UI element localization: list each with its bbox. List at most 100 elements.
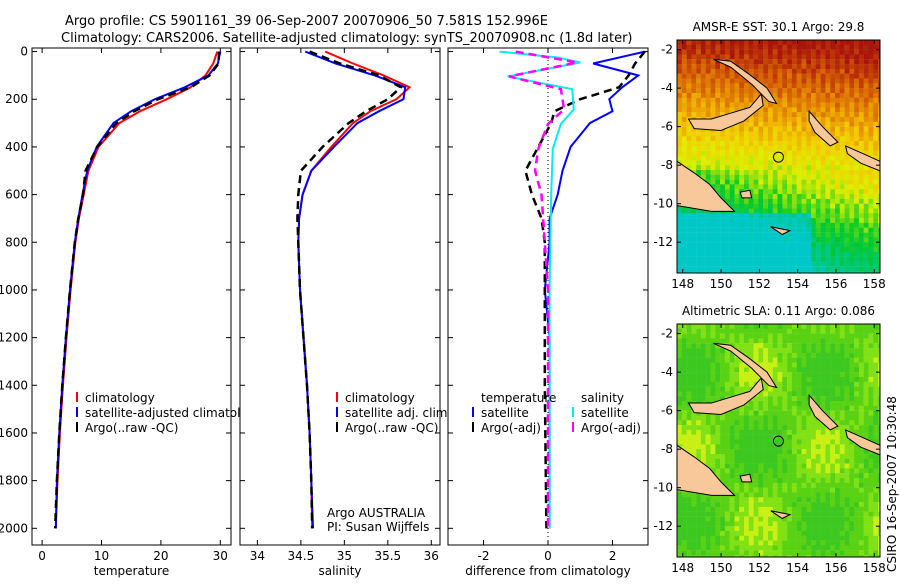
map-cell xyxy=(696,213,702,219)
map-cell xyxy=(791,194,797,199)
map-cell xyxy=(724,141,730,147)
map-cell xyxy=(811,352,817,358)
map-cell xyxy=(815,112,821,118)
map-cell xyxy=(720,49,726,55)
map-cell xyxy=(849,545,855,551)
map-cell xyxy=(758,208,764,214)
map-cell xyxy=(758,439,764,445)
map-cell xyxy=(873,179,879,185)
map-cell xyxy=(758,516,764,522)
map-cell xyxy=(715,444,721,450)
map-cell xyxy=(748,434,754,440)
map-cell xyxy=(787,68,793,74)
map-cell xyxy=(844,425,850,431)
map-cell xyxy=(820,357,826,363)
map-cell xyxy=(782,208,788,214)
map-cell xyxy=(820,487,826,493)
map-cell xyxy=(734,78,740,84)
map-cell xyxy=(820,328,826,334)
map-cell xyxy=(748,213,754,219)
map-cell xyxy=(753,478,759,483)
map-cell xyxy=(696,141,702,147)
map-cell xyxy=(744,131,749,137)
map-cell xyxy=(777,348,783,354)
map-cell xyxy=(677,372,682,378)
map-cell xyxy=(748,266,754,272)
map-cell xyxy=(724,410,730,416)
map-cell xyxy=(720,516,726,522)
map-cell xyxy=(815,343,821,349)
map-cell xyxy=(849,256,855,262)
map-cell xyxy=(753,439,759,445)
map-cell xyxy=(815,266,821,272)
map-cell xyxy=(705,93,711,98)
map-cell xyxy=(724,420,730,426)
y-tick-label: 600 xyxy=(5,188,28,202)
map-cell xyxy=(791,550,797,556)
map-cell xyxy=(710,160,716,166)
map-cell xyxy=(811,377,817,382)
map-cell xyxy=(729,328,735,334)
map-cell xyxy=(758,232,764,238)
map-cell xyxy=(796,232,802,238)
map-cell xyxy=(739,454,745,459)
map-cell xyxy=(806,348,812,354)
map-cell xyxy=(830,386,836,392)
map-cell xyxy=(830,555,836,557)
map-cell xyxy=(748,377,754,382)
map-cell xyxy=(791,170,797,175)
map-cell xyxy=(858,184,864,190)
panel-temperature: 0 10 20 30020040060080010001200140016001800… xyxy=(0,45,248,578)
map-cell xyxy=(787,102,793,108)
map-cell xyxy=(739,213,745,219)
map-cell xyxy=(677,49,682,55)
map-cell xyxy=(758,40,764,45)
map-cell xyxy=(787,367,793,373)
map-cell xyxy=(801,189,807,195)
map-cell xyxy=(782,251,788,257)
map-cell xyxy=(686,213,692,219)
map-cell xyxy=(739,198,745,204)
map-cell xyxy=(710,261,716,267)
map-cell xyxy=(768,401,773,406)
map-cell xyxy=(700,112,706,118)
map-cell xyxy=(787,492,793,498)
map-cell xyxy=(849,141,855,147)
map-cell xyxy=(830,247,836,252)
map-cell xyxy=(868,540,874,546)
map-cell xyxy=(686,64,692,70)
map-cell xyxy=(844,367,850,373)
map-cell xyxy=(753,343,759,349)
map-cell xyxy=(825,492,831,498)
map-cell xyxy=(729,145,735,151)
x-tick-label: 36 xyxy=(424,549,439,563)
map-cell xyxy=(768,189,773,195)
map-cell xyxy=(705,502,711,508)
map-cell xyxy=(758,112,764,118)
map-cell xyxy=(763,516,769,522)
map-cell xyxy=(753,521,759,527)
map-cell xyxy=(858,174,864,180)
map-cell xyxy=(815,506,821,512)
map-cell xyxy=(763,391,769,397)
map-cell xyxy=(705,511,711,517)
map-cell xyxy=(825,145,831,151)
map-cell xyxy=(878,405,880,411)
map-cell xyxy=(849,64,855,70)
map-cell xyxy=(734,73,740,79)
map-cell xyxy=(748,540,754,546)
map-cell xyxy=(806,160,812,166)
map-cell xyxy=(710,213,716,219)
map-cell xyxy=(830,261,836,267)
map-cell xyxy=(815,64,821,70)
map-cell xyxy=(868,372,874,378)
map-cell xyxy=(830,218,836,224)
map-cell xyxy=(768,502,773,508)
map-cell xyxy=(715,179,721,185)
map-cell xyxy=(686,328,692,334)
map-cell xyxy=(878,396,880,402)
map-cell xyxy=(753,64,759,70)
map-cell xyxy=(825,117,831,122)
map-cell xyxy=(854,227,860,233)
map-cell xyxy=(787,454,793,459)
